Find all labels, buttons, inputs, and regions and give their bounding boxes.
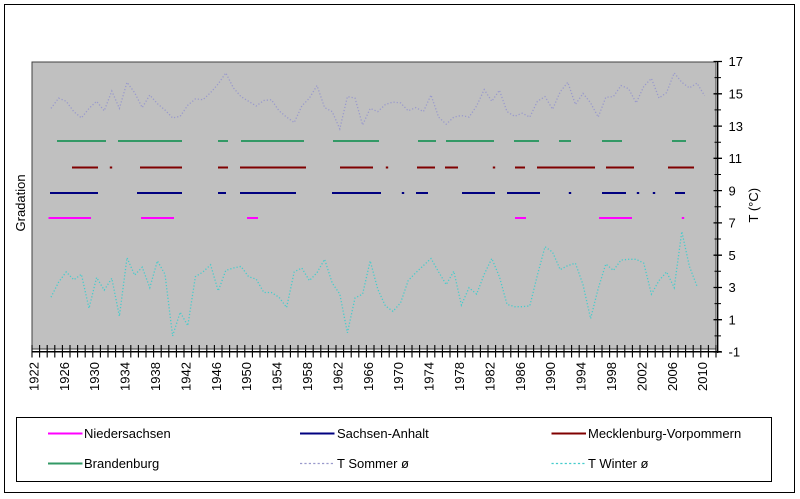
svg-text:1942: 1942 [178,362,193,391]
svg-text:T Sommer ø: T Sommer ø [337,456,409,471]
svg-text:13: 13 [729,119,743,134]
svg-text:1962: 1962 [330,362,345,391]
svg-text:1922: 1922 [26,362,41,391]
svg-text:1930: 1930 [87,362,102,391]
svg-text:Gradation: Gradation [13,174,28,231]
svg-text:1: 1 [729,312,736,327]
svg-text:3: 3 [729,280,736,295]
svg-text:1950: 1950 [239,362,254,391]
svg-text:15: 15 [729,87,743,102]
svg-text:2002: 2002 [634,362,649,391]
svg-text:1978: 1978 [452,362,467,391]
svg-text:Sachsen-Anhalt: Sachsen-Anhalt [337,426,429,441]
svg-text:1994: 1994 [574,362,589,391]
svg-text:1986: 1986 [513,362,528,391]
svg-text:1938: 1938 [148,362,163,391]
svg-text:1970: 1970 [391,362,406,391]
svg-text:5: 5 [729,248,736,263]
svg-text:1954: 1954 [270,362,285,391]
svg-text:1966: 1966 [361,362,376,391]
svg-text:1998: 1998 [604,362,619,391]
svg-text:Niedersachsen: Niedersachsen [84,426,171,441]
svg-text:T Winter ø: T Winter ø [588,456,648,471]
svg-text:1974: 1974 [422,362,437,391]
svg-text:2006: 2006 [665,362,680,391]
svg-text:7: 7 [729,216,736,231]
svg-text:1982: 1982 [482,362,497,391]
svg-text:11: 11 [729,151,743,166]
svg-text:-1: -1 [729,345,741,360]
svg-text:Mecklenburg-Vorpommern: Mecklenburg-Vorpommern [588,426,741,441]
svg-text:T (°C): T (°C) [746,188,761,223]
svg-text:1990: 1990 [543,362,558,391]
svg-text:1946: 1946 [209,362,224,391]
svg-text:Brandenburg: Brandenburg [84,456,159,471]
svg-text:1958: 1958 [300,362,315,391]
svg-text:1934: 1934 [118,362,133,391]
svg-text:9: 9 [729,183,736,198]
svg-text:1926: 1926 [57,362,72,391]
svg-text:2010: 2010 [695,362,710,391]
svg-text:17: 17 [729,54,743,69]
